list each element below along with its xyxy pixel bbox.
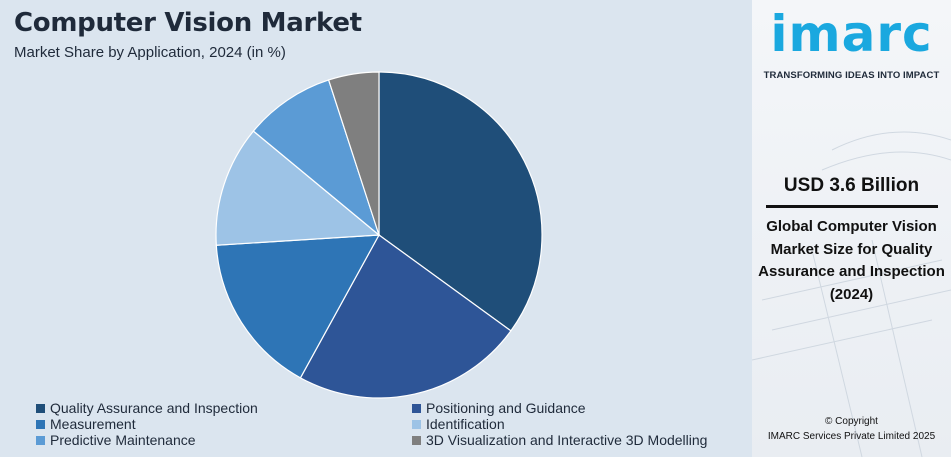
legend-item-positioning: Positioning and Guidance [412, 400, 746, 416]
pie-slice-measurement [215, 234, 381, 379]
legend-swatch [36, 403, 45, 413]
copyright-notice: © Copyright IMARC Services Private Limit… [752, 414, 951, 444]
legend-item-3d-visualization: 3D Visualization and Interactive 3D Mode… [412, 432, 746, 448]
logo-wordmark: imarc [770, 5, 933, 63]
legend-label: Measurement [50, 416, 136, 432]
info-sidebar: imarc TRANSFORMING IDEAS INTO IMPACT USD… [752, 0, 951, 457]
market-size-description: Global Computer Vision Market Size for Q… [758, 218, 945, 303]
pie-slice-quality-assurance-and-inspection [378, 71, 543, 332]
brand-tagline: TRANSFORMING IDEAS INTO IMPACT [763, 70, 940, 81]
chart-subtitle: Market Share by Application, 2024 (in %) [14, 44, 286, 61]
copyright-line: IMARC Services Private Limited 2025 [767, 431, 936, 442]
brand-logo: imarc [752, 6, 951, 62]
pie-slice-identification [215, 130, 381, 246]
legend-item-identification: Identification [412, 416, 746, 432]
pie-chart [215, 71, 543, 399]
pie-slice-predictive-maintenance [252, 79, 381, 237]
chart-panel: Computer Vision Market Market Share by A… [14, 8, 746, 448]
legend-swatch [412, 419, 421, 429]
legend-swatch [412, 403, 421, 413]
legend-item-quality-assurance: Quality Assurance and Inspection [36, 400, 412, 416]
legend-label: Positioning and Guidance [426, 400, 586, 416]
legend-label: 3D Visualization and Interactive 3D Mode… [426, 432, 708, 448]
legend-swatch [412, 435, 421, 445]
legend-swatch [36, 435, 45, 445]
pie-slice-positioning-and-guidance [299, 234, 512, 399]
market-size-value: USD 3.6 Billion [783, 175, 920, 196]
pie-slice-3d-visualization-and-interactive-3d-modelling [327, 71, 380, 236]
legend-label: Identification [426, 416, 505, 432]
chart-legend: Quality Assurance and Inspection Positio… [36, 400, 746, 448]
copyright-line: © Copyright [825, 416, 878, 427]
decorative-background [752, 131, 951, 457]
legend-item-predictive-maintenance: Predictive Maintenance [36, 432, 412, 448]
legend-label: Predictive Maintenance [50, 432, 196, 448]
legend-label: Quality Assurance and Inspection [50, 400, 258, 416]
legend-swatch [36, 419, 45, 429]
divider [766, 205, 938, 208]
chart-title: Computer Vision Market [14, 8, 362, 38]
legend-item-measurement: Measurement [36, 416, 412, 432]
